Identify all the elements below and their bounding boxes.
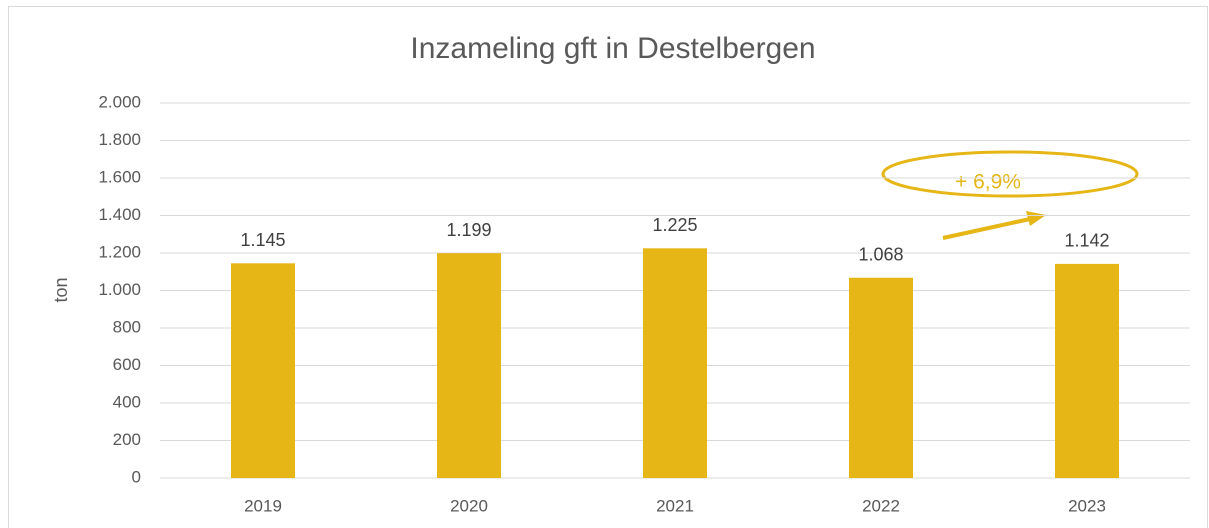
y-tick-label: 800 <box>113 317 141 336</box>
bar <box>643 248 707 478</box>
value-label: 1.145 <box>240 230 285 250</box>
y-tick-label: 1.600 <box>98 167 141 186</box>
x-tick-label: 2022 <box>862 496 900 515</box>
value-label: 1.068 <box>858 245 903 265</box>
y-tick-label: 600 <box>113 355 141 374</box>
x-tick-label: 2023 <box>1068 496 1106 515</box>
chart-frame <box>8 6 1208 528</box>
y-tick-label: 200 <box>113 430 141 449</box>
annotation: + 6,9% <box>955 171 1021 194</box>
y-tick-label: 2.000 <box>98 92 141 111</box>
y-tick-label: 0 <box>132 467 141 486</box>
y-tick-label: 1.400 <box>98 205 141 224</box>
value-label: 1.199 <box>446 220 491 240</box>
value-label: 1.142 <box>1064 231 1109 251</box>
annotation-arrowhead <box>1026 211 1046 226</box>
y-tick-label: 1.200 <box>98 242 141 261</box>
annotation-arrow <box>942 217 1031 240</box>
bar <box>849 277 913 478</box>
x-tick-label: 2019 <box>244 496 282 515</box>
bar <box>231 263 295 478</box>
chart-title: Inzameling gft in Destelbergen <box>410 32 815 65</box>
x-tick-label: 2020 <box>450 496 488 515</box>
bar <box>437 253 501 478</box>
y-axis-label: ton <box>51 277 71 302</box>
x-tick-label: 2021 <box>656 496 694 515</box>
bar <box>1055 263 1119 478</box>
y-tick-label: 1.800 <box>98 130 141 149</box>
y-tick-label: 400 <box>113 392 141 411</box>
y-tick-label: 1.000 <box>98 280 141 299</box>
annotation-ellipse <box>881 150 1139 198</box>
value-label: 1.225 <box>652 215 697 235</box>
